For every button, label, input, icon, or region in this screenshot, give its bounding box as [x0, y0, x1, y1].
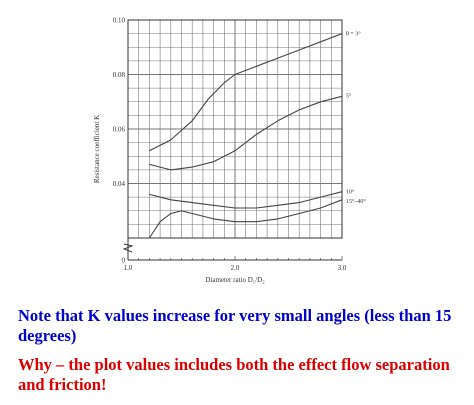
- series-label: θ = 3°: [346, 31, 361, 38]
- series-label: 15°–40°: [346, 198, 366, 205]
- x-tick-label: 1.0: [124, 264, 133, 272]
- plot-frame: [127, 19, 343, 239]
- x-tick-label: 3.0: [338, 264, 347, 272]
- chart-axes: [122, 19, 343, 261]
- series-line-3: [148, 199, 343, 239]
- series-label: 5°: [346, 92, 352, 99]
- y-tick-label: 0.08: [113, 71, 126, 79]
- series-label: 10°: [346, 189, 355, 196]
- x-tick-label: 2.0: [231, 264, 240, 272]
- chart-series: [148, 33, 343, 239]
- series-line-1: [149, 95, 343, 171]
- note-why: Why – the plot values includes both the …: [18, 355, 450, 394]
- y-tick-label: 0.10: [113, 17, 126, 25]
- series-line-0: [149, 33, 343, 152]
- y-tick-label: 0: [122, 257, 126, 265]
- resistance-chart: 0 0.04 0.06 0.08 0.10 0.12 1.0 2.0 3.0 Diameter r…: [93, 0, 366, 284]
- y-tick-label: 0.04: [113, 180, 126, 188]
- chart-grid: [127, 19, 343, 239]
- axis-break: [122, 243, 134, 253]
- y-axis-title: Resistance coefficient K: [93, 115, 101, 183]
- x-axis-title: Diameter ratio D₁/D₂: [205, 276, 265, 284]
- note-small-angles: Note that K values increase for very sma…: [18, 306, 452, 345]
- y-tick-label: 0.06: [113, 126, 126, 134]
- y-tick-label: 0.12: [113, 0, 126, 2]
- series-line-2: [149, 191, 343, 209]
- chart-labels: 0 0.04 0.06 0.08 0.10 0.12 1.0 2.0 3.0 Diameter r…: [93, 0, 366, 284]
